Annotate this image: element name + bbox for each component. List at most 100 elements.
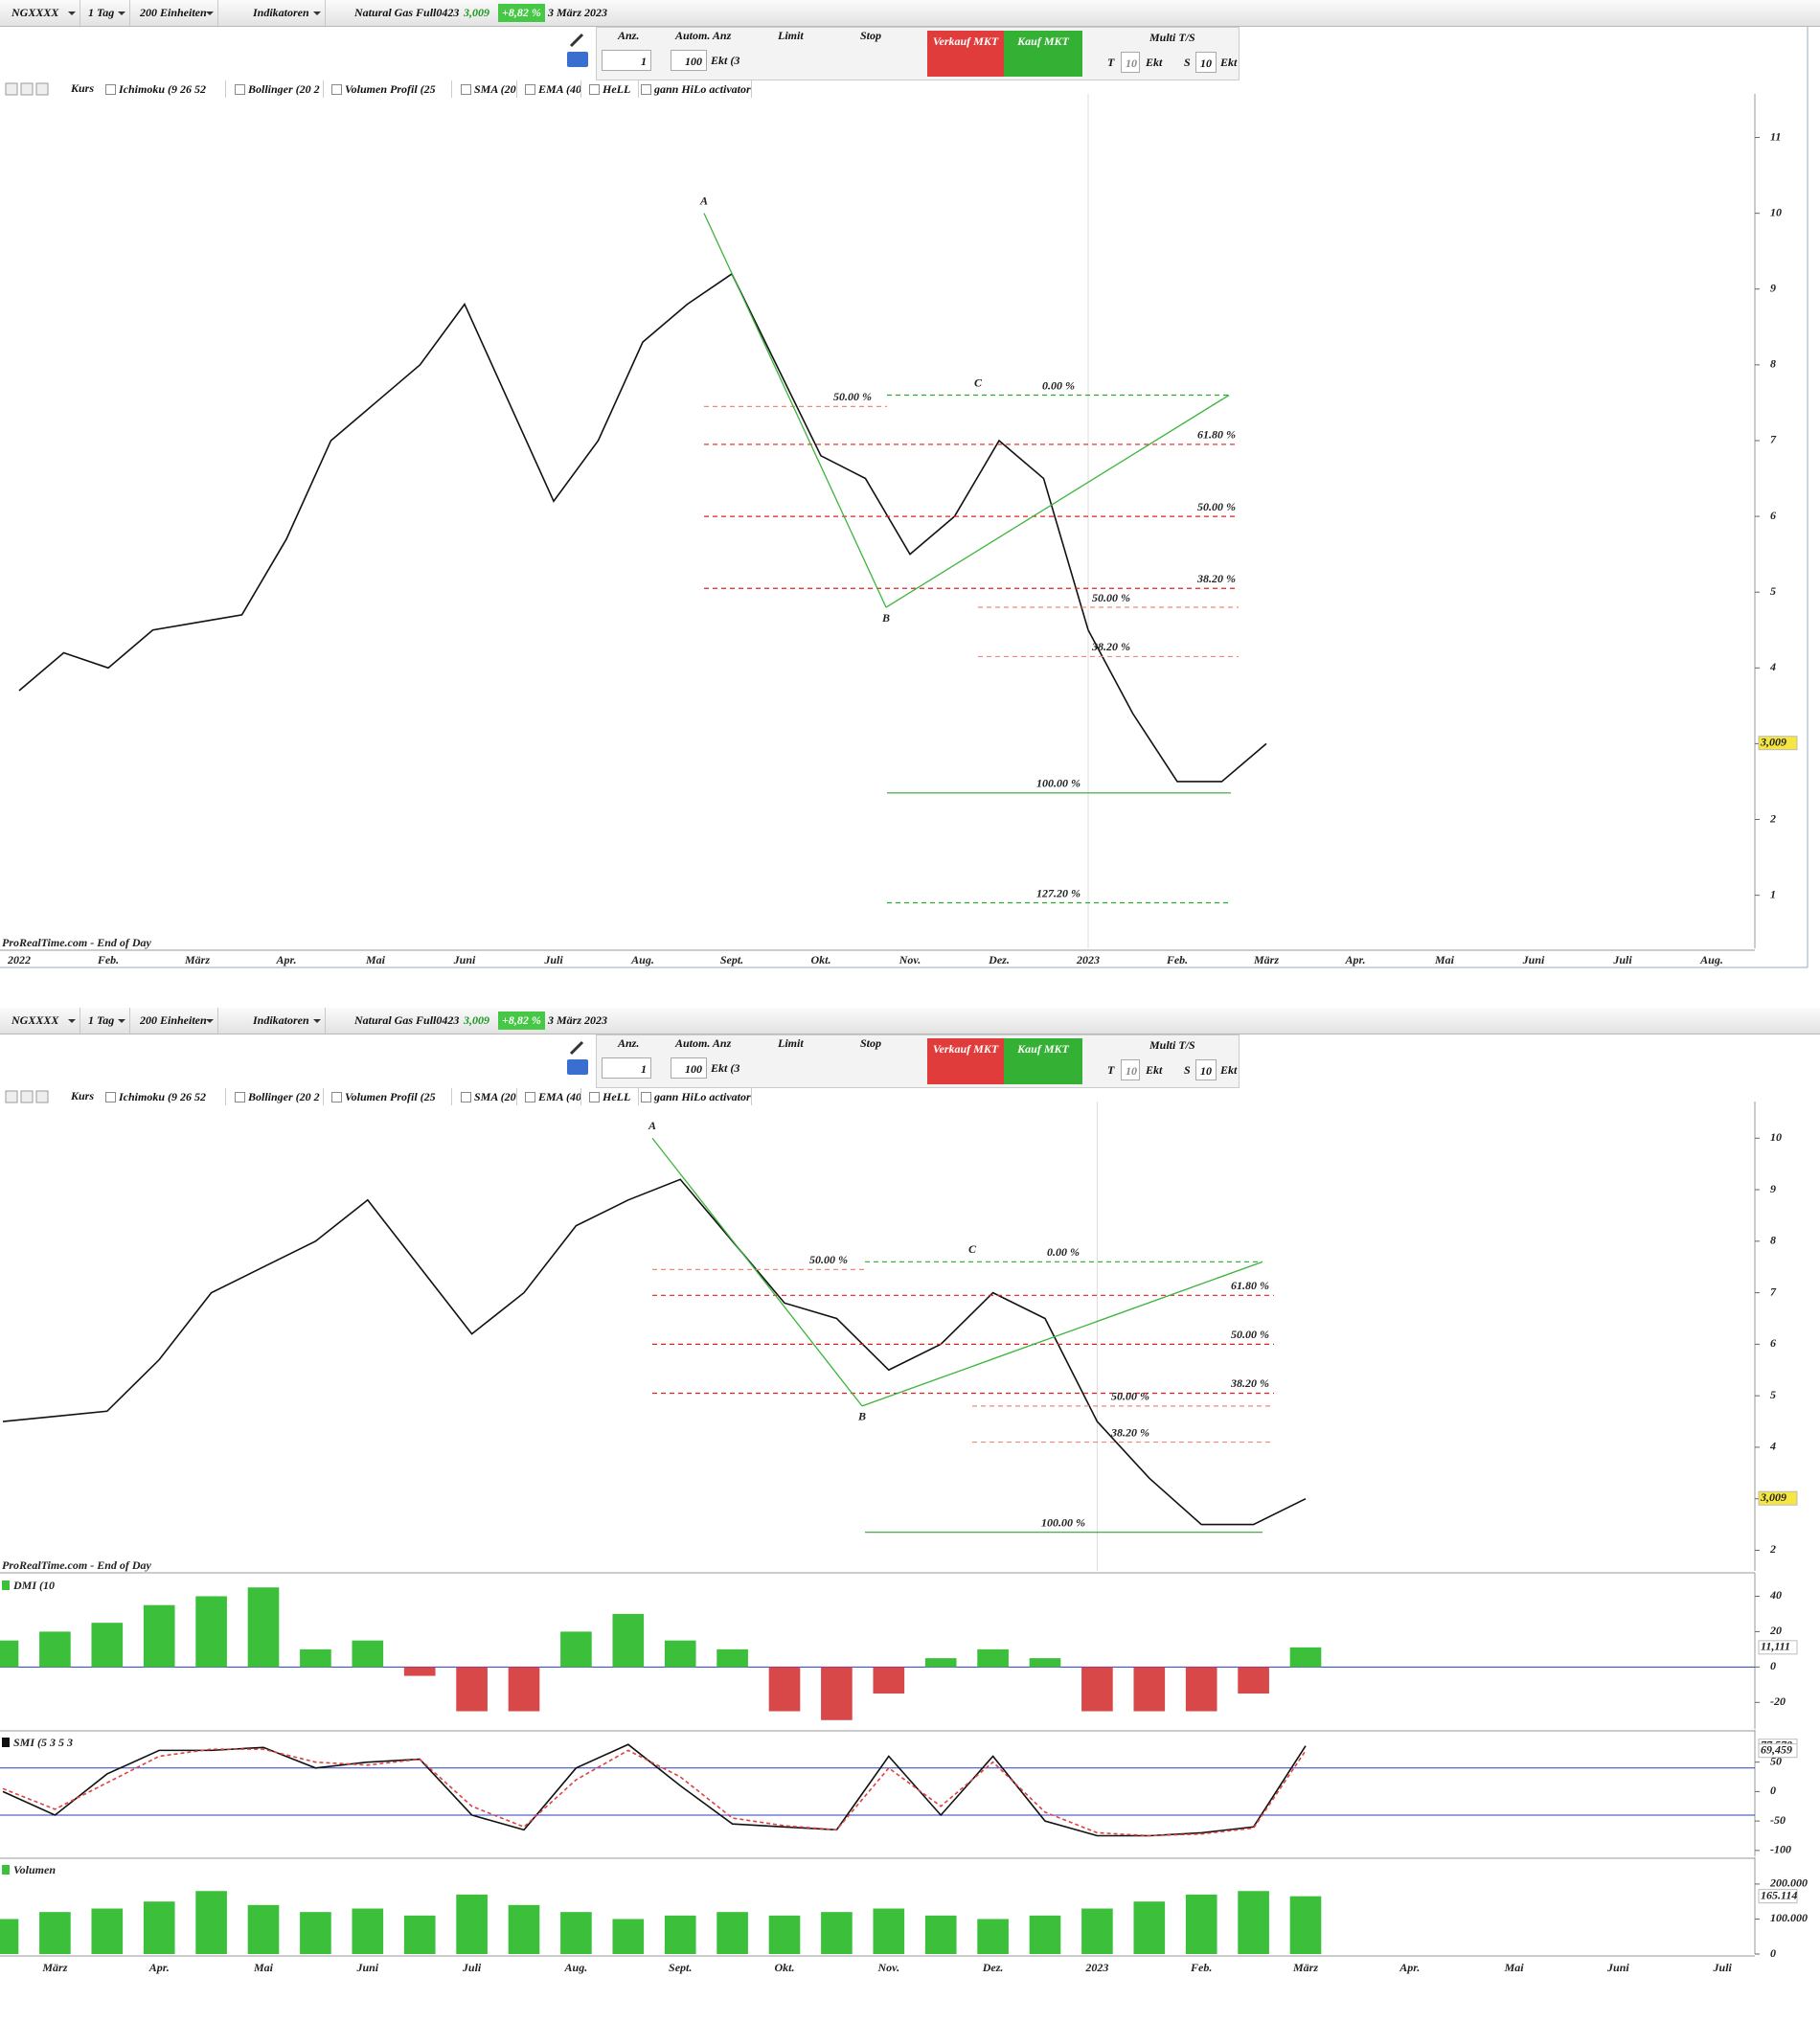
panel-title: SMI (5 3 5 3 — [13, 1736, 73, 1749]
point-label: A — [699, 193, 708, 207]
dropdown[interactable]: 200 Einheiten — [132, 0, 218, 26]
value-tag — [1758, 736, 1798, 751]
x-tick-label: Aug. — [630, 953, 654, 966]
bar — [768, 1915, 801, 1954]
bar — [352, 1640, 384, 1668]
x-tick-label: Nov. — [899, 953, 921, 966]
x-tick-label: 2022 — [7, 953, 31, 966]
y-tick-label: 40 — [1769, 1588, 1782, 1602]
input[interactable]: 1 — [602, 1057, 651, 1079]
bar — [1029, 1915, 1061, 1954]
indicator-item[interactable]: Bollinger (20 2 — [233, 80, 324, 98]
label: Ekt — [1220, 56, 1238, 69]
point-label: B — [881, 611, 890, 625]
y-tick-label: 7 — [1770, 433, 1777, 446]
trend-line — [651, 1137, 863, 1407]
bar — [924, 1658, 957, 1668]
bar — [39, 1631, 71, 1668]
sell-button[interactable]: Verkauf MKT — [927, 1038, 1004, 1084]
input[interactable]: 100 — [671, 50, 707, 71]
fib-label: 61.80 % — [1197, 428, 1236, 442]
toolbar — [0, 1008, 1820, 1034]
bar — [560, 1912, 592, 1954]
y-tick-label: -50 — [1770, 1813, 1786, 1827]
tool-icon — [5, 1090, 18, 1103]
x-tick-label: Apr. — [1399, 1961, 1420, 1974]
bar — [456, 1667, 488, 1712]
x-tick-label: Okt. — [811, 953, 831, 966]
indicator-item[interactable]: Bollinger (20 2 — [233, 1088, 324, 1105]
fib-label: 38.20 % — [1091, 640, 1130, 653]
bar — [0, 1919, 19, 1954]
input[interactable]: 100 — [671, 1057, 707, 1079]
bar — [247, 1587, 280, 1668]
bar — [1133, 1667, 1166, 1712]
dropdown[interactable]: 1 Tag — [80, 1008, 130, 1034]
bar — [195, 1596, 227, 1668]
indicator-item[interactable]: EMA (40 — [523, 80, 581, 98]
y-tick-label: 0 — [1770, 1946, 1776, 1960]
x-tick-label: Sept. — [720, 953, 743, 966]
dropdown[interactable]: Indikatoren — [218, 1008, 326, 1034]
toolbar — [0, 0, 1820, 27]
buy-button[interactable]: Kauf MKT — [1004, 1038, 1082, 1084]
indicator-item[interactable]: gann HiLo activator — [639, 80, 752, 98]
label: Autom. Anz — [675, 29, 732, 42]
unit: Ekt (3 — [711, 1061, 740, 1075]
fib-label: 38.20 % — [1110, 1425, 1149, 1439]
x-tick-label: Apr. — [1344, 953, 1365, 966]
x-tick-label: Nov. — [877, 1961, 900, 1974]
bar — [768, 1667, 801, 1712]
indicator-item[interactable]: HeLL — [587, 1088, 639, 1105]
buy-button[interactable]: Kauf MKT — [1004, 31, 1082, 77]
indicator-item[interactable]: gann HiLo activator — [639, 1088, 752, 1105]
fib-label: 127.20 % — [1036, 886, 1081, 899]
label: Limit — [778, 29, 804, 42]
dropdown[interactable]: NGXXXX — [4, 0, 80, 26]
bar — [924, 1915, 957, 1954]
dropdown[interactable]: NGXXXX — [4, 1008, 80, 1034]
dropdown[interactable]: Indikatoren — [218, 0, 326, 26]
y-tick-label: 200.000 — [1769, 1876, 1808, 1890]
wrench-icon — [569, 33, 584, 48]
value-tag-label: 3,009 — [1760, 1490, 1786, 1504]
point-label: C — [974, 375, 983, 389]
bar — [247, 1904, 280, 1954]
indicator-item[interactable]: Volumen Profil (25 — [330, 1088, 452, 1105]
sell-button[interactable]: Verkauf MKT — [927, 31, 1004, 77]
dropdown[interactable]: 200 Einheiten — [132, 1008, 218, 1034]
instrument: Natural Gas Full0423 — [354, 1013, 460, 1027]
indicator-item[interactable]: Ichimoku (9 26 52 — [103, 1088, 226, 1105]
indicator-item: Kurs — [71, 1089, 95, 1102]
value-tag-label: 69,459 — [1761, 1742, 1792, 1756]
y-tick-label: 8 — [1770, 357, 1776, 371]
indicator-item[interactable]: Volumen Profil (25 — [330, 80, 452, 98]
x-tick-label: Apr. — [148, 1961, 170, 1974]
change: +8,82 % — [498, 1012, 545, 1030]
label: Ekt — [1146, 56, 1163, 69]
label: S — [1184, 56, 1191, 69]
y-tick-label: 10 — [1770, 205, 1782, 218]
x-tick-label: Mai — [253, 1961, 274, 1974]
x-tick-label: Aug. — [564, 1961, 588, 1974]
x-tick-label: 2023 — [1084, 1961, 1108, 1974]
input[interactable]: 1 — [602, 50, 651, 71]
x-tick-label: Juli — [1612, 953, 1632, 966]
x-tick-label: März — [1253, 953, 1279, 966]
value-tag — [1758, 1889, 1798, 1904]
y-tick-label: 4 — [1769, 660, 1776, 673]
indicator-item[interactable]: HeLL — [587, 80, 639, 98]
bar — [91, 1623, 124, 1668]
indicator-item[interactable]: SMA (200 — [459, 1088, 517, 1105]
input: 10 — [1121, 1059, 1140, 1080]
y-tick-label: 6 — [1770, 1336, 1776, 1350]
tool-icon — [20, 82, 34, 96]
indicator-item[interactable]: SMA (200 — [459, 80, 517, 98]
bar — [300, 1912, 331, 1954]
point-label: A — [648, 1119, 656, 1132]
indicator-item[interactable]: Ichimoku (9 26 52 — [103, 80, 226, 98]
dropdown[interactable]: 1 Tag — [80, 0, 130, 26]
tool-icon — [35, 1090, 49, 1103]
bar — [1185, 1667, 1217, 1712]
indicator-item[interactable]: EMA (40 — [523, 1088, 581, 1105]
